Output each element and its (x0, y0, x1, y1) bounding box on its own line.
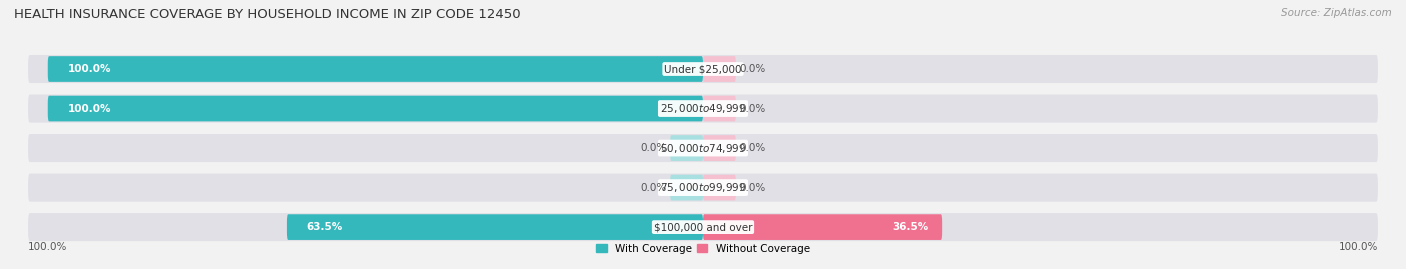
FancyBboxPatch shape (671, 135, 703, 161)
Text: 100.0%: 100.0% (67, 64, 111, 74)
FancyBboxPatch shape (48, 56, 703, 82)
FancyBboxPatch shape (28, 55, 1378, 83)
Text: 0.0%: 0.0% (641, 143, 666, 153)
Text: HEALTH INSURANCE COVERAGE BY HOUSEHOLD INCOME IN ZIP CODE 12450: HEALTH INSURANCE COVERAGE BY HOUSEHOLD I… (14, 8, 520, 21)
FancyBboxPatch shape (287, 214, 703, 240)
FancyBboxPatch shape (48, 96, 703, 121)
FancyBboxPatch shape (703, 214, 942, 240)
Text: 0.0%: 0.0% (740, 104, 765, 114)
Text: $75,000 to $99,999: $75,000 to $99,999 (659, 181, 747, 194)
FancyBboxPatch shape (671, 175, 703, 200)
FancyBboxPatch shape (703, 56, 735, 82)
Text: 0.0%: 0.0% (740, 183, 765, 193)
Text: 0.0%: 0.0% (740, 64, 765, 74)
FancyBboxPatch shape (703, 96, 735, 121)
Text: 36.5%: 36.5% (893, 222, 929, 232)
FancyBboxPatch shape (28, 134, 1378, 162)
Text: 100.0%: 100.0% (1339, 242, 1378, 252)
FancyBboxPatch shape (28, 213, 1378, 241)
Legend: With Coverage, Without Coverage: With Coverage, Without Coverage (596, 244, 810, 254)
Text: 100.0%: 100.0% (28, 242, 67, 252)
FancyBboxPatch shape (703, 175, 735, 200)
Text: $25,000 to $49,999: $25,000 to $49,999 (659, 102, 747, 115)
Text: 63.5%: 63.5% (307, 222, 343, 232)
FancyBboxPatch shape (28, 94, 1378, 123)
Text: Source: ZipAtlas.com: Source: ZipAtlas.com (1281, 8, 1392, 18)
Text: Under $25,000: Under $25,000 (664, 64, 742, 74)
FancyBboxPatch shape (28, 174, 1378, 202)
Text: $100,000 and over: $100,000 and over (654, 222, 752, 232)
Text: $50,000 to $74,999: $50,000 to $74,999 (659, 141, 747, 155)
FancyBboxPatch shape (703, 135, 735, 161)
Text: 0.0%: 0.0% (740, 143, 765, 153)
Text: 100.0%: 100.0% (67, 104, 111, 114)
Text: 0.0%: 0.0% (641, 183, 666, 193)
